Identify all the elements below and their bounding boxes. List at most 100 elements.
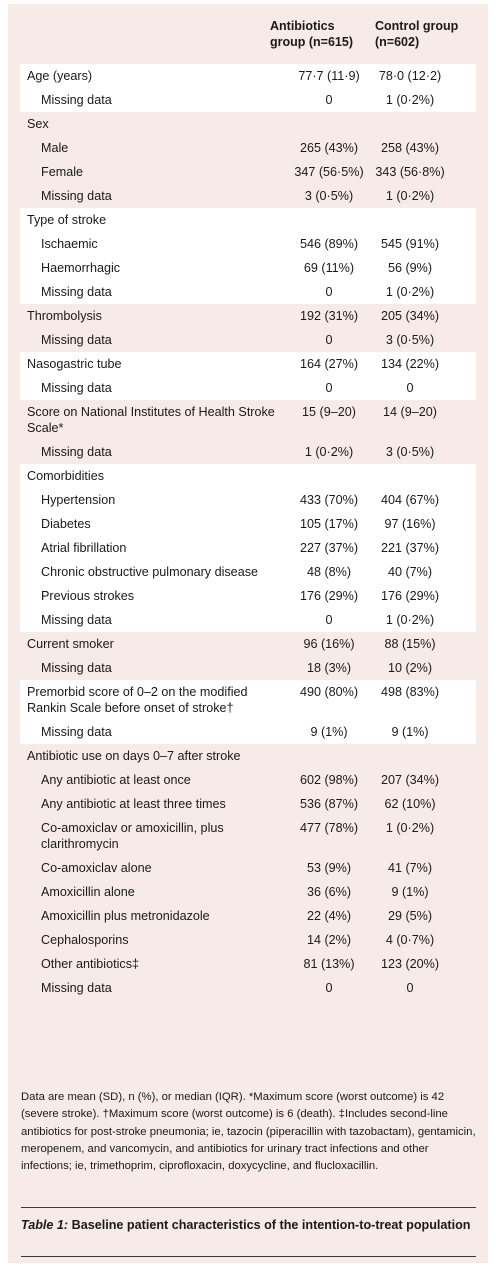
control-value-text: 1 (0·2%): [385, 613, 435, 627]
row-label-text: Nasogastric tube: [27, 357, 122, 371]
row-label: Other antibiotics‡: [20, 952, 284, 976]
row-label: Amoxicillin plus metronidazole: [20, 904, 284, 928]
row-label-text: Premorbid score of 0–2 on the modified R…: [27, 685, 248, 715]
control-value-text: 0: [406, 981, 414, 995]
antibiotics-value: [284, 464, 374, 488]
caption-title: Baseline patient characteristics of the …: [71, 1218, 471, 1232]
row-label-text: Female: [41, 165, 83, 179]
control-value: 56 (9%): [374, 256, 476, 280]
control-value: 221 (37%): [374, 536, 476, 560]
antibiotics-value-text: 53 (9%): [306, 861, 352, 875]
table-row: Missing data 0 0: [20, 376, 476, 400]
antibiotics-value-text: 265 (43%): [299, 141, 359, 155]
row-label: Missing data: [20, 328, 284, 352]
row-label: Comorbidities: [20, 464, 284, 488]
control-value-text: 56 (9%): [387, 261, 433, 275]
row-label-text: Co-amoxiclav or amoxicillin, plus clarit…: [41, 821, 224, 851]
control-value: 97 (16%): [374, 512, 476, 536]
table-row: Missing data 0 3 (0·5%): [20, 328, 476, 352]
table-footnote: Data are mean (SD), n (%), or median (IQ…: [21, 1091, 476, 1173]
row-label: Missing data: [20, 440, 284, 464]
antibiotics-value: 546 (89%): [284, 232, 374, 256]
control-value: 343 (56·8%): [374, 160, 476, 184]
row-label: Missing data: [20, 720, 284, 744]
antibiotics-value: 9 (1%): [284, 720, 374, 744]
antibiotics-value: 0: [284, 376, 374, 400]
antibiotics-value-text: 9 (1%): [310, 725, 348, 739]
control-value: 0: [374, 376, 476, 400]
control-value-text: 1 (0·2%): [385, 189, 435, 203]
table-row: Co-amoxiclav alone 53 (9%) 41 (7%): [20, 856, 476, 880]
row-label: Ischaemic: [20, 232, 284, 256]
control-value-text: [374, 208, 446, 212]
antibiotics-value: 490 (80%): [284, 680, 374, 720]
antibiotics-value: 0: [284, 88, 374, 112]
table-row: Amoxicillin alone 36 (6%) 9 (1%): [20, 880, 476, 904]
row-label-text: Current smoker: [27, 637, 114, 651]
column-header-control-line1: Control group: [375, 19, 459, 33]
row-label: Current smoker: [20, 632, 284, 656]
row-label: Co-amoxiclav alone: [20, 856, 284, 880]
row-label-text: Hypertension: [41, 493, 116, 507]
control-value: 4 (0·7%): [374, 928, 476, 952]
table-row: Any antibiotic at least once 602 (98%) 207…: [20, 768, 476, 792]
antibiotics-value: 164 (27%): [284, 352, 374, 376]
antibiotics-value: 477 (78%): [284, 816, 374, 856]
control-value-text: 221 (37%): [380, 541, 440, 555]
table-row: Chronic obstructive pulmonary disease 48 …: [20, 560, 476, 584]
row-label: Any antibiotic at least once: [20, 768, 284, 792]
control-value: 78·0 (12·2): [374, 64, 476, 88]
control-value-text: 1 (0·2%): [385, 93, 435, 107]
control-value-text: 3 (0·5%): [385, 333, 435, 347]
control-value: 1 (0·2%): [374, 88, 476, 112]
control-value: 9 (1%): [374, 880, 476, 904]
row-label: Any antibiotic at least three times: [20, 792, 284, 816]
table-row: Amoxicillin plus metronidazole 22 (4%) 29 …: [20, 904, 476, 928]
antibiotics-value-text: 1 (0·2%): [304, 445, 354, 459]
control-value-text: 40 (7%): [387, 565, 433, 579]
antibiotics-value-text: 0: [325, 333, 333, 347]
antibiotics-value-text: 0: [325, 613, 333, 627]
row-label: Missing data: [20, 184, 284, 208]
caption-table-number: Table 1:: [21, 1218, 69, 1232]
table-row: Antibiotic use on days 0–7 after stroke: [20, 744, 476, 768]
control-value: [374, 208, 476, 232]
control-value: 14 (9–20): [374, 400, 476, 440]
row-label-text: Missing data: [41, 285, 112, 299]
row-label: Missing data: [20, 976, 284, 1000]
antibiotics-value-text: [284, 208, 374, 212]
row-label-text: Cephalosporins: [41, 933, 129, 947]
table-row: Missing data 9 (1%) 9 (1%): [20, 720, 476, 744]
antibiotics-value: 48 (8%): [284, 560, 374, 584]
row-label: Co-amoxiclav or amoxicillin, plus clarit…: [20, 816, 284, 856]
antibiotics-value: 347 (56·5%): [284, 160, 374, 184]
row-label-text: Any antibiotic at least once: [41, 773, 191, 787]
table-row: Type of stroke: [20, 208, 476, 232]
row-label-text: Any antibiotic at least three times: [41, 797, 226, 811]
control-value-text: 9 (1%): [391, 725, 429, 739]
row-label: Male: [20, 136, 284, 160]
antibiotics-value-text: 602 (98%): [299, 773, 359, 787]
antibiotics-value-text: 3 (0·5%): [304, 189, 354, 203]
row-label-text: Missing data: [41, 981, 112, 995]
table-row: Premorbid score of 0–2 on the modified R…: [20, 680, 476, 720]
antibiotics-value: 96 (16%): [284, 632, 374, 656]
table-row: Male 265 (43%) 258 (43%): [20, 136, 476, 160]
antibiotics-value-text: 0: [325, 93, 333, 107]
antibiotics-value-text: 96 (16%): [303, 637, 355, 651]
table-row: Missing data 0 1 (0·2%): [20, 88, 476, 112]
antibiotics-value: 227 (37%): [284, 536, 374, 560]
antibiotics-value: 1 (0·2%): [284, 440, 374, 464]
table-row: Sex: [20, 112, 476, 136]
antibiotics-value: 3 (0·5%): [284, 184, 374, 208]
antibiotics-value-text: 81 (13%): [303, 957, 355, 971]
control-value-text: [374, 112, 446, 116]
row-label-text: Chronic obstructive pulmonary disease: [41, 565, 258, 579]
antibiotics-value-text: 18 (3%): [306, 661, 352, 675]
row-label-text: Atrial fibrillation: [41, 541, 127, 555]
table-row: Previous strokes 176 (29%) 176 (29%): [20, 584, 476, 608]
antibiotics-value-text: 176 (29%): [299, 589, 359, 603]
table-row: Ischaemic 546 (89%) 545 (91%): [20, 232, 476, 256]
control-value-text: 78·0 (12·2): [378, 69, 442, 83]
antibiotics-value-text: [284, 744, 374, 748]
